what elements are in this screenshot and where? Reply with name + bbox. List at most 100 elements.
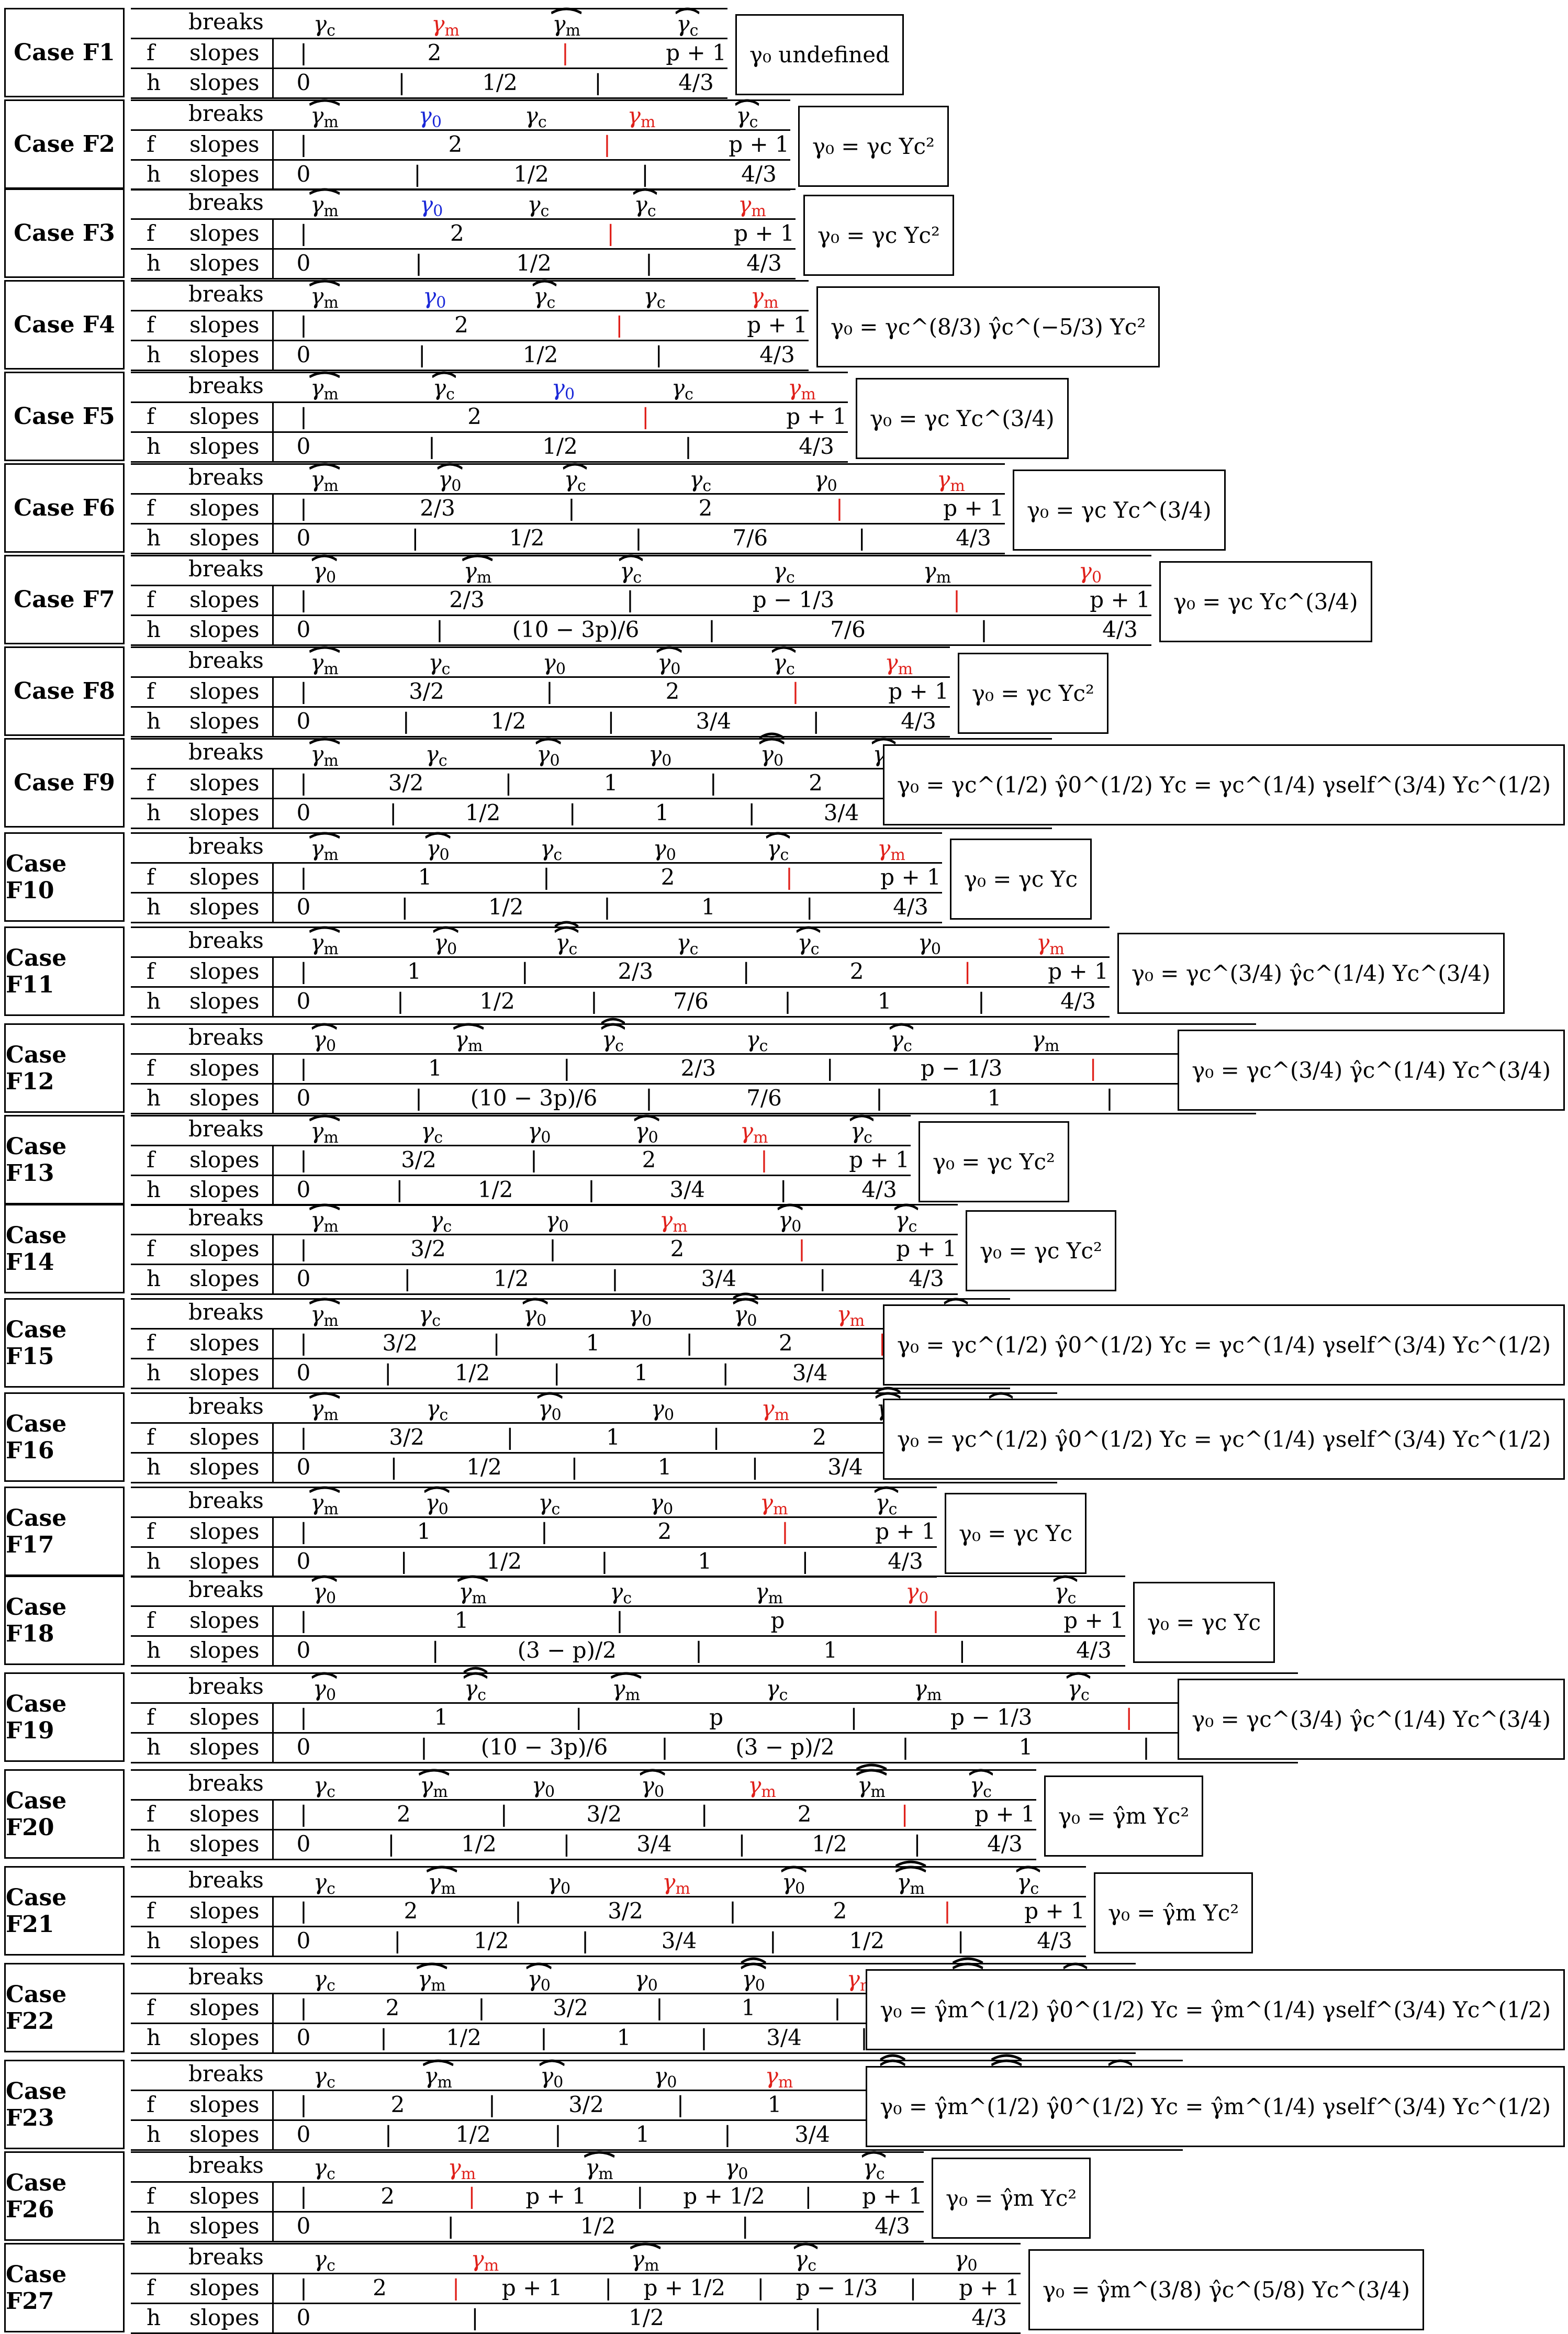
hat-accent-icon bbox=[418, 1769, 450, 1775]
segment-divider: | bbox=[594, 70, 602, 95]
break-symbol: γc bbox=[532, 280, 557, 311]
f-row-label: f bbox=[147, 864, 155, 890]
h-slope-value: 1 bbox=[657, 1454, 672, 1480]
f-row-label: f bbox=[147, 1898, 155, 1924]
segment-divider: | bbox=[299, 770, 308, 796]
case-label: Case F9 bbox=[4, 738, 125, 828]
slopes-label: slopes bbox=[189, 1055, 260, 1081]
segment-divider: | bbox=[401, 894, 409, 920]
breaks-label: breaks bbox=[188, 1770, 264, 1796]
table-rule bbox=[131, 1896, 1086, 1897]
segment-divider: | bbox=[548, 1236, 557, 1261]
h-slope-value: 1 bbox=[877, 988, 892, 1014]
h-slope-value: 4/3 bbox=[1102, 617, 1138, 642]
table-rule bbox=[131, 926, 1110, 928]
table-divider bbox=[272, 38, 274, 97]
segment-divider: | bbox=[932, 1607, 940, 1633]
break-symbol: γ0 bbox=[777, 1203, 803, 1235]
break-symbol: γm bbox=[750, 283, 779, 312]
f-slope-value: p − 1/3 bbox=[752, 587, 835, 612]
h-slope-value: 4/3 bbox=[893, 894, 928, 920]
f-slope-value: 3/2 bbox=[410, 1236, 446, 1261]
h-slope-value: 1 bbox=[701, 894, 715, 920]
break-symbol: γc bbox=[675, 7, 700, 39]
segment-divider: | bbox=[760, 1147, 768, 1172]
f-slope-value: p + 1/2 bbox=[643, 2275, 725, 2301]
case-label: Case F12 bbox=[4, 1023, 125, 1113]
segment-divider: | bbox=[299, 312, 308, 338]
f-slope-value: 1 bbox=[606, 1424, 620, 1450]
segment-divider: | bbox=[384, 1360, 392, 1386]
table-rule bbox=[131, 68, 727, 69]
table-rule bbox=[131, 2023, 1136, 2024]
break-symbol: γ0 bbox=[542, 650, 566, 678]
hat-accent-icon bbox=[766, 832, 790, 839]
break-symbol: γc bbox=[766, 832, 790, 863]
hat-accent-icon bbox=[309, 463, 340, 470]
breaks-label: breaks bbox=[188, 100, 264, 126]
gamma0-formula: γ₀ = γc^(1/2) γ̂0^(1/2) Yc = γc^(1/4) γs… bbox=[883, 1304, 1565, 1386]
table-rule bbox=[131, 2241, 924, 2242]
segment-divider: | bbox=[709, 770, 717, 796]
slopes-label: slopes bbox=[189, 220, 260, 246]
hat-accent-icon bbox=[311, 554, 338, 561]
h-slope-value: 1/2 bbox=[454, 1360, 490, 1386]
table-rule bbox=[131, 129, 790, 131]
break-symbol: γm bbox=[418, 1769, 450, 1800]
segment-divider: | bbox=[299, 1147, 308, 1172]
slopes-label: slopes bbox=[189, 312, 260, 338]
h-slope-value: 0 bbox=[296, 525, 311, 551]
table-rule bbox=[131, 2273, 1021, 2274]
f-slope-value: 1 bbox=[767, 2092, 782, 2117]
h-row-label: h bbox=[147, 1360, 161, 1386]
slopes-label: slopes bbox=[189, 617, 260, 642]
case-label: Case F5 bbox=[4, 372, 125, 461]
hat-accent-icon bbox=[1108, 2059, 1132, 2066]
h-slope-value: 3/4 bbox=[636, 1831, 672, 1857]
f-slope-value: 3/2 bbox=[389, 1424, 424, 1450]
hat-accent-icon bbox=[309, 832, 340, 839]
break-symbol: γ0 bbox=[545, 1207, 569, 1236]
break-symbol: γm bbox=[453, 1023, 484, 1054]
segment-divider: | bbox=[819, 1266, 826, 1291]
h-slope-value: 1 bbox=[823, 1637, 838, 1663]
h-slope-value: 1/2 bbox=[482, 70, 518, 95]
f-row-label: f bbox=[147, 131, 155, 157]
breaks-label: breaks bbox=[188, 2244, 264, 2270]
break-symbol: γm bbox=[760, 1490, 788, 1518]
slopes-label: slopes bbox=[189, 1607, 260, 1633]
breaks-label: breaks bbox=[188, 1673, 264, 1699]
segment-divider: | bbox=[299, 404, 308, 429]
gamma0-formula: γ₀ = γc Yc² bbox=[798, 106, 949, 187]
f-slope-value: 2 bbox=[665, 678, 680, 704]
h-slope-value: 0 bbox=[296, 70, 311, 95]
case-label: Case F13 bbox=[4, 1115, 125, 1204]
hat-accent-icon bbox=[793, 2242, 818, 2249]
segment-divider: | bbox=[1142, 1734, 1150, 1760]
segment-divider: | bbox=[384, 2121, 393, 2147]
hat-accent-icon bbox=[309, 738, 340, 744]
table-rule bbox=[131, 646, 950, 648]
table-rule bbox=[131, 676, 950, 678]
h-slope-value: 4/3 bbox=[888, 1548, 923, 1574]
h-slope-value: 4/3 bbox=[956, 525, 991, 551]
break-symbol: γm bbox=[309, 280, 340, 311]
table-divider bbox=[272, 585, 274, 644]
break-symbol: γc bbox=[793, 2242, 818, 2274]
h-slope-value: 4/3 bbox=[1037, 1928, 1072, 1953]
hat-accent-icon bbox=[551, 7, 582, 14]
segment-divider: | bbox=[567, 495, 576, 521]
breaks-label: breaks bbox=[188, 928, 264, 953]
segment-divider: | bbox=[1125, 1704, 1133, 1730]
break-symbol: γ0 bbox=[629, 1301, 652, 1330]
segment-divider: | bbox=[570, 1454, 578, 1480]
hat-accent-icon bbox=[619, 554, 643, 561]
slopes-label: slopes bbox=[189, 161, 260, 187]
slopes-label: slopes bbox=[189, 2025, 260, 2050]
h-row-label: h bbox=[147, 708, 161, 734]
table-divider bbox=[272, 2273, 274, 2332]
slopes-label: slopes bbox=[189, 131, 260, 157]
table-rule bbox=[131, 1762, 1298, 1763]
h-slope-value: 0 bbox=[296, 708, 311, 734]
segment-divider: | bbox=[500, 1801, 508, 1827]
